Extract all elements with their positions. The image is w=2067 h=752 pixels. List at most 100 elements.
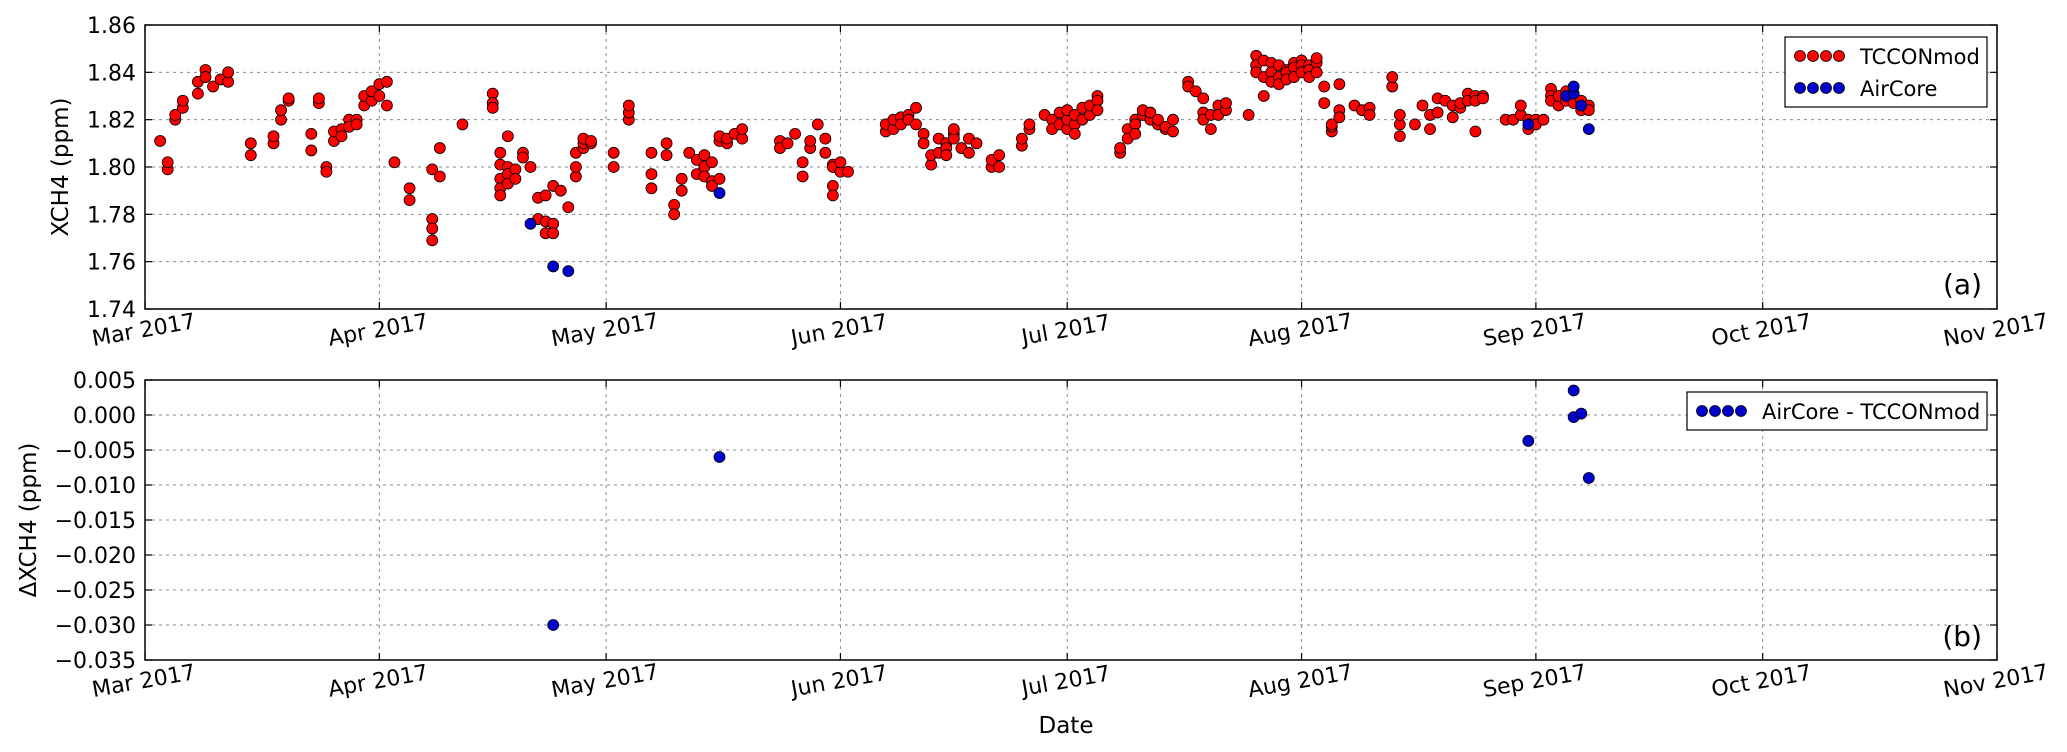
y-tick-label: 1.76 <box>87 251 136 276</box>
data-point-tcconmod <box>169 109 182 121</box>
data-point-tcconmod <box>1477 92 1489 105</box>
data-point-tcconmod <box>192 87 204 100</box>
data-point-tcconmod <box>1363 109 1376 121</box>
legend-marker-tcconmod <box>1833 50 1845 62</box>
data-point-tcconmod <box>826 189 839 202</box>
data-point-tcconmod <box>1015 132 1028 145</box>
data-point-tcconmod <box>713 172 726 185</box>
data-point-tcconmod <box>607 161 620 173</box>
y-tick-label: 1.80 <box>87 156 136 181</box>
data-point-aircore <box>524 217 537 230</box>
data-point-tcconmod <box>154 135 167 147</box>
data-point-tcconmod <box>1167 125 1179 138</box>
legend-marker-aircore-tcconmod <box>1696 405 1708 417</box>
y-tick-label: 1.86 <box>87 14 136 39</box>
data-point-tcconmod <box>1189 85 1202 98</box>
x-tick-label: Apr 2017 <box>326 661 430 703</box>
panel-a-legend: TCCONmod AirCore <box>1784 36 1988 108</box>
data-point-tcconmod <box>222 66 235 79</box>
legend-marker-tcconmod <box>1794 50 1806 62</box>
data-point-aircore <box>562 265 575 278</box>
x-tick-label: Jul 2017 <box>1018 311 1112 352</box>
data-point-tcconmod <box>698 149 711 162</box>
data-point-tcconmod <box>554 184 567 197</box>
data-point-tcconmod <box>524 161 537 173</box>
y-tick-label: 0.000 <box>73 404 136 429</box>
data-point-tcconmod <box>706 156 718 169</box>
data-point-tcconmod <box>373 90 386 102</box>
data-point-aircore-tcconmod <box>1582 472 1595 484</box>
data-point-tcconmod <box>426 163 439 176</box>
data-point-tcconmod <box>350 118 363 131</box>
data-point-tcconmod <box>494 189 507 202</box>
x-tick-label: Nov 2017 <box>1942 660 2051 703</box>
data-point-tcconmod <box>380 75 393 88</box>
data-point-tcconmod <box>645 168 658 181</box>
data-point-tcconmod <box>1424 123 1436 136</box>
y-tick-label: −0.030 <box>55 614 136 639</box>
data-point-tcconmod <box>562 201 575 214</box>
data-point-tcconmod <box>207 80 219 93</box>
x-tick-label: Apr 2017 <box>326 310 430 352</box>
y-tick-label: −0.005 <box>55 439 136 464</box>
data-point-tcconmod <box>1318 97 1331 109</box>
data-point-tcconmod <box>282 92 295 105</box>
panel-b-xlabel: Date <box>1039 713 1094 739</box>
legend-marker-tcconmod <box>1807 50 1819 62</box>
data-point-tcconmod <box>1129 127 1142 140</box>
panel-b-panel-label: (b) <box>1942 620 1982 653</box>
x-tick-label: May 2017 <box>549 309 660 352</box>
data-point-tcconmod <box>970 137 983 150</box>
data-point-tcconmod <box>569 161 582 173</box>
legend-marker-aircore <box>1820 82 1832 94</box>
data-point-tcconmod <box>1537 113 1550 126</box>
data-point-tcconmod <box>910 101 922 114</box>
data-point-tcconmod <box>1325 118 1338 131</box>
data-point-tcconmod <box>1220 97 1232 109</box>
x-tick-label: Oct 2017 <box>1710 661 1814 703</box>
y-tick-label: 1.82 <box>87 109 136 134</box>
data-point-tcconmod <box>963 146 975 159</box>
data-point-tcconmod <box>494 146 507 159</box>
data-point-tcconmod <box>335 130 348 143</box>
legend-label-aircore-minus-tcconmod: AirCore - TCCONmod <box>1762 400 1980 424</box>
data-point-tcconmod <box>1409 118 1421 131</box>
legend-label-tcconmod: TCCONmod <box>1859 45 1980 69</box>
data-point-tcconmod <box>1386 71 1399 83</box>
data-point-tcconmod <box>1431 106 1444 119</box>
data-point-tcconmod <box>789 127 801 140</box>
data-point-tcconmod <box>539 189 552 202</box>
data-point-tcconmod <box>993 149 1006 162</box>
data-point-tcconmod <box>675 172 688 185</box>
data-point-tcconmod <box>804 135 817 147</box>
data-point-tcconmod <box>645 182 658 195</box>
data-point-tcconmod <box>176 94 189 107</box>
data-point-tcconmod <box>947 123 960 136</box>
panel-b-frame <box>144 379 1998 661</box>
y-tick-label: 1.78 <box>87 203 136 228</box>
panel-a-ylabel: XCH4 (ppm) <box>48 98 74 237</box>
x-tick-label: Jun 2017 <box>787 310 889 352</box>
x-tick-label: Sep 2017 <box>1481 309 1588 352</box>
data-point-tcconmod <box>501 130 514 143</box>
data-point-tcconmod <box>585 135 597 147</box>
data-point-tcconmod <box>320 165 333 178</box>
data-point-tcconmod <box>312 92 325 105</box>
data-point-tcconmod <box>811 118 824 131</box>
data-point-tcconmod <box>796 156 809 169</box>
data-point-tcconmod <box>1446 111 1459 124</box>
data-point-tcconmod <box>517 151 529 164</box>
data-point-aircore <box>713 187 726 199</box>
data-point-aircore-tcconmod <box>1575 407 1588 420</box>
data-point-tcconmod <box>486 101 499 114</box>
data-point-tcconmod <box>993 161 1006 173</box>
data-point-aircore-tcconmod <box>713 451 726 463</box>
y-tick-label: 0.005 <box>73 369 136 394</box>
data-point-tcconmod <box>433 142 446 154</box>
data-point-tcconmod <box>660 149 673 162</box>
panel-a: Mar 2017 Apr 2017 May 2017 Jun 2017 Jul 2017… <box>48 14 2050 352</box>
data-point-tcconmod <box>1310 66 1323 79</box>
data-point-tcconmod <box>917 137 930 150</box>
data-point-tcconmod <box>819 146 832 159</box>
data-point-tcconmod <box>403 194 416 207</box>
